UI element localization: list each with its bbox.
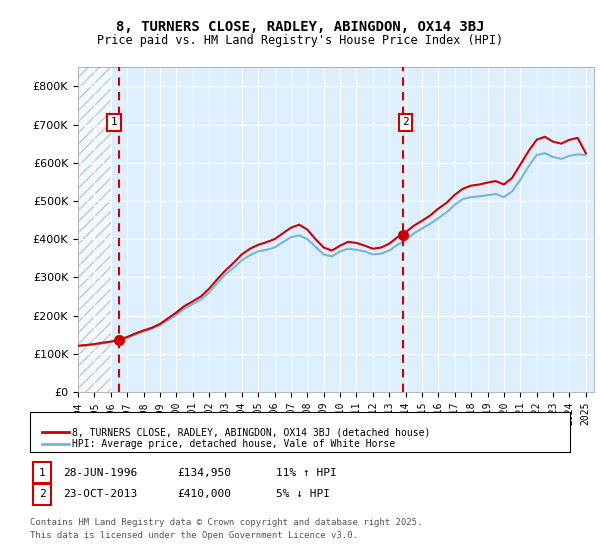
- Text: £410,000: £410,000: [177, 489, 231, 500]
- Text: 23-OCT-2013: 23-OCT-2013: [63, 489, 137, 500]
- Text: 11% ↑ HPI: 11% ↑ HPI: [276, 468, 337, 478]
- Text: 1: 1: [110, 118, 117, 128]
- Text: 8, TURNERS CLOSE, RADLEY, ABINGDON, OX14 3BJ (detached house): 8, TURNERS CLOSE, RADLEY, ABINGDON, OX14…: [72, 427, 430, 437]
- Text: 5% ↓ HPI: 5% ↓ HPI: [276, 489, 330, 500]
- Text: Price paid vs. HM Land Registry's House Price Index (HPI): Price paid vs. HM Land Registry's House …: [97, 34, 503, 46]
- Text: 28-JUN-1996: 28-JUN-1996: [63, 468, 137, 478]
- Text: 8, TURNERS CLOSE, RADLEY, ABINGDON, OX14 3BJ: 8, TURNERS CLOSE, RADLEY, ABINGDON, OX14…: [116, 20, 484, 34]
- Text: 2: 2: [403, 118, 409, 128]
- Text: Contains HM Land Registry data © Crown copyright and database right 2025.
This d: Contains HM Land Registry data © Crown c…: [30, 518, 422, 539]
- Bar: [78, 67, 111, 392]
- Text: 1: 1: [38, 468, 46, 478]
- Text: HPI: Average price, detached house, Vale of White Horse: HPI: Average price, detached house, Vale…: [72, 438, 395, 449]
- Text: £134,950: £134,950: [177, 468, 231, 478]
- Bar: [78, 67, 111, 392]
- Text: 2: 2: [38, 489, 46, 500]
